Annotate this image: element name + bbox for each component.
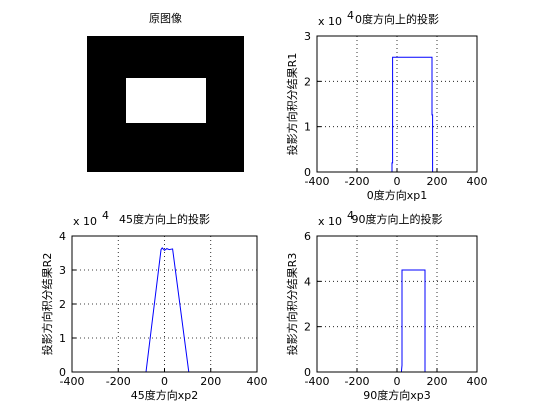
y-multiplier-exponent: 4 [347, 9, 354, 22]
y-tick-label: 1 [304, 121, 311, 134]
axes-box [316, 35, 478, 173]
y-axis-label: 投影方向积分结果R1 [285, 53, 299, 156]
x-tick-label: 0 [161, 375, 168, 388]
y-tick-label: 0 [59, 366, 66, 379]
y-tick-label: 2 [304, 321, 311, 334]
x-axis-label: 45度方向xp2 [131, 388, 199, 402]
image-white-region [126, 78, 206, 123]
y-multiplier-exponent: 4 [102, 209, 109, 222]
axes-box [316, 235, 478, 373]
x-tick-label: 0 [394, 375, 401, 388]
x-tick-label: -400 [60, 375, 85, 388]
x-tick-label: 400 [467, 175, 488, 188]
y-multiplier-base: x 10 [318, 215, 342, 228]
x-tick-label: 400 [247, 375, 268, 388]
x-tick-label: -200 [345, 175, 370, 188]
x-tick-label: 400 [467, 375, 488, 388]
y-multiplier-exponent: 4 [347, 209, 354, 222]
chart-title: 原图像 [149, 12, 182, 25]
x-tick-label: 200 [200, 375, 221, 388]
y-axis-label: 投影方向积分结果R2 [40, 253, 54, 356]
y-tick-label: 0 [304, 166, 311, 179]
projection-line [317, 56, 477, 173]
y-multiplier-base: x 10 [73, 215, 97, 228]
chart-title: 90度方向上的投影 [352, 212, 443, 226]
y-tick-label: 3 [304, 30, 311, 43]
y-tick-label: 2 [59, 298, 66, 311]
x-tick-label: 200 [427, 375, 448, 388]
chart-title: 0度方向上的投影 [355, 12, 439, 26]
y-tick-label: 4 [59, 230, 66, 243]
y-multiplier-base: x 10 [318, 15, 342, 28]
x-tick-label: -400 [305, 175, 330, 188]
x-tick-label: -400 [305, 375, 330, 388]
x-tick-label: -200 [345, 375, 370, 388]
y-tick-label: 3 [59, 264, 66, 277]
y-tick-label: 4 [304, 275, 311, 288]
chart-title: 45度方向上的投影 [119, 212, 210, 226]
y-tick-label: 6 [304, 230, 311, 243]
y-tick-label: 0 [304, 366, 311, 379]
x-tick-label: 0 [394, 175, 401, 188]
x-axis-label: 0度方向xp1 [367, 188, 428, 202]
projection-line [72, 247, 257, 373]
y-tick-label: 1 [59, 332, 66, 345]
y-tick-label: 2 [304, 75, 311, 88]
y-axis-label: 投影方向积分结果R3 [285, 253, 299, 356]
x-tick-label: -200 [106, 375, 131, 388]
x-axis-label: 90度方向xp3 [363, 388, 431, 402]
axes-box [71, 235, 258, 373]
x-tick-label: 200 [427, 175, 448, 188]
